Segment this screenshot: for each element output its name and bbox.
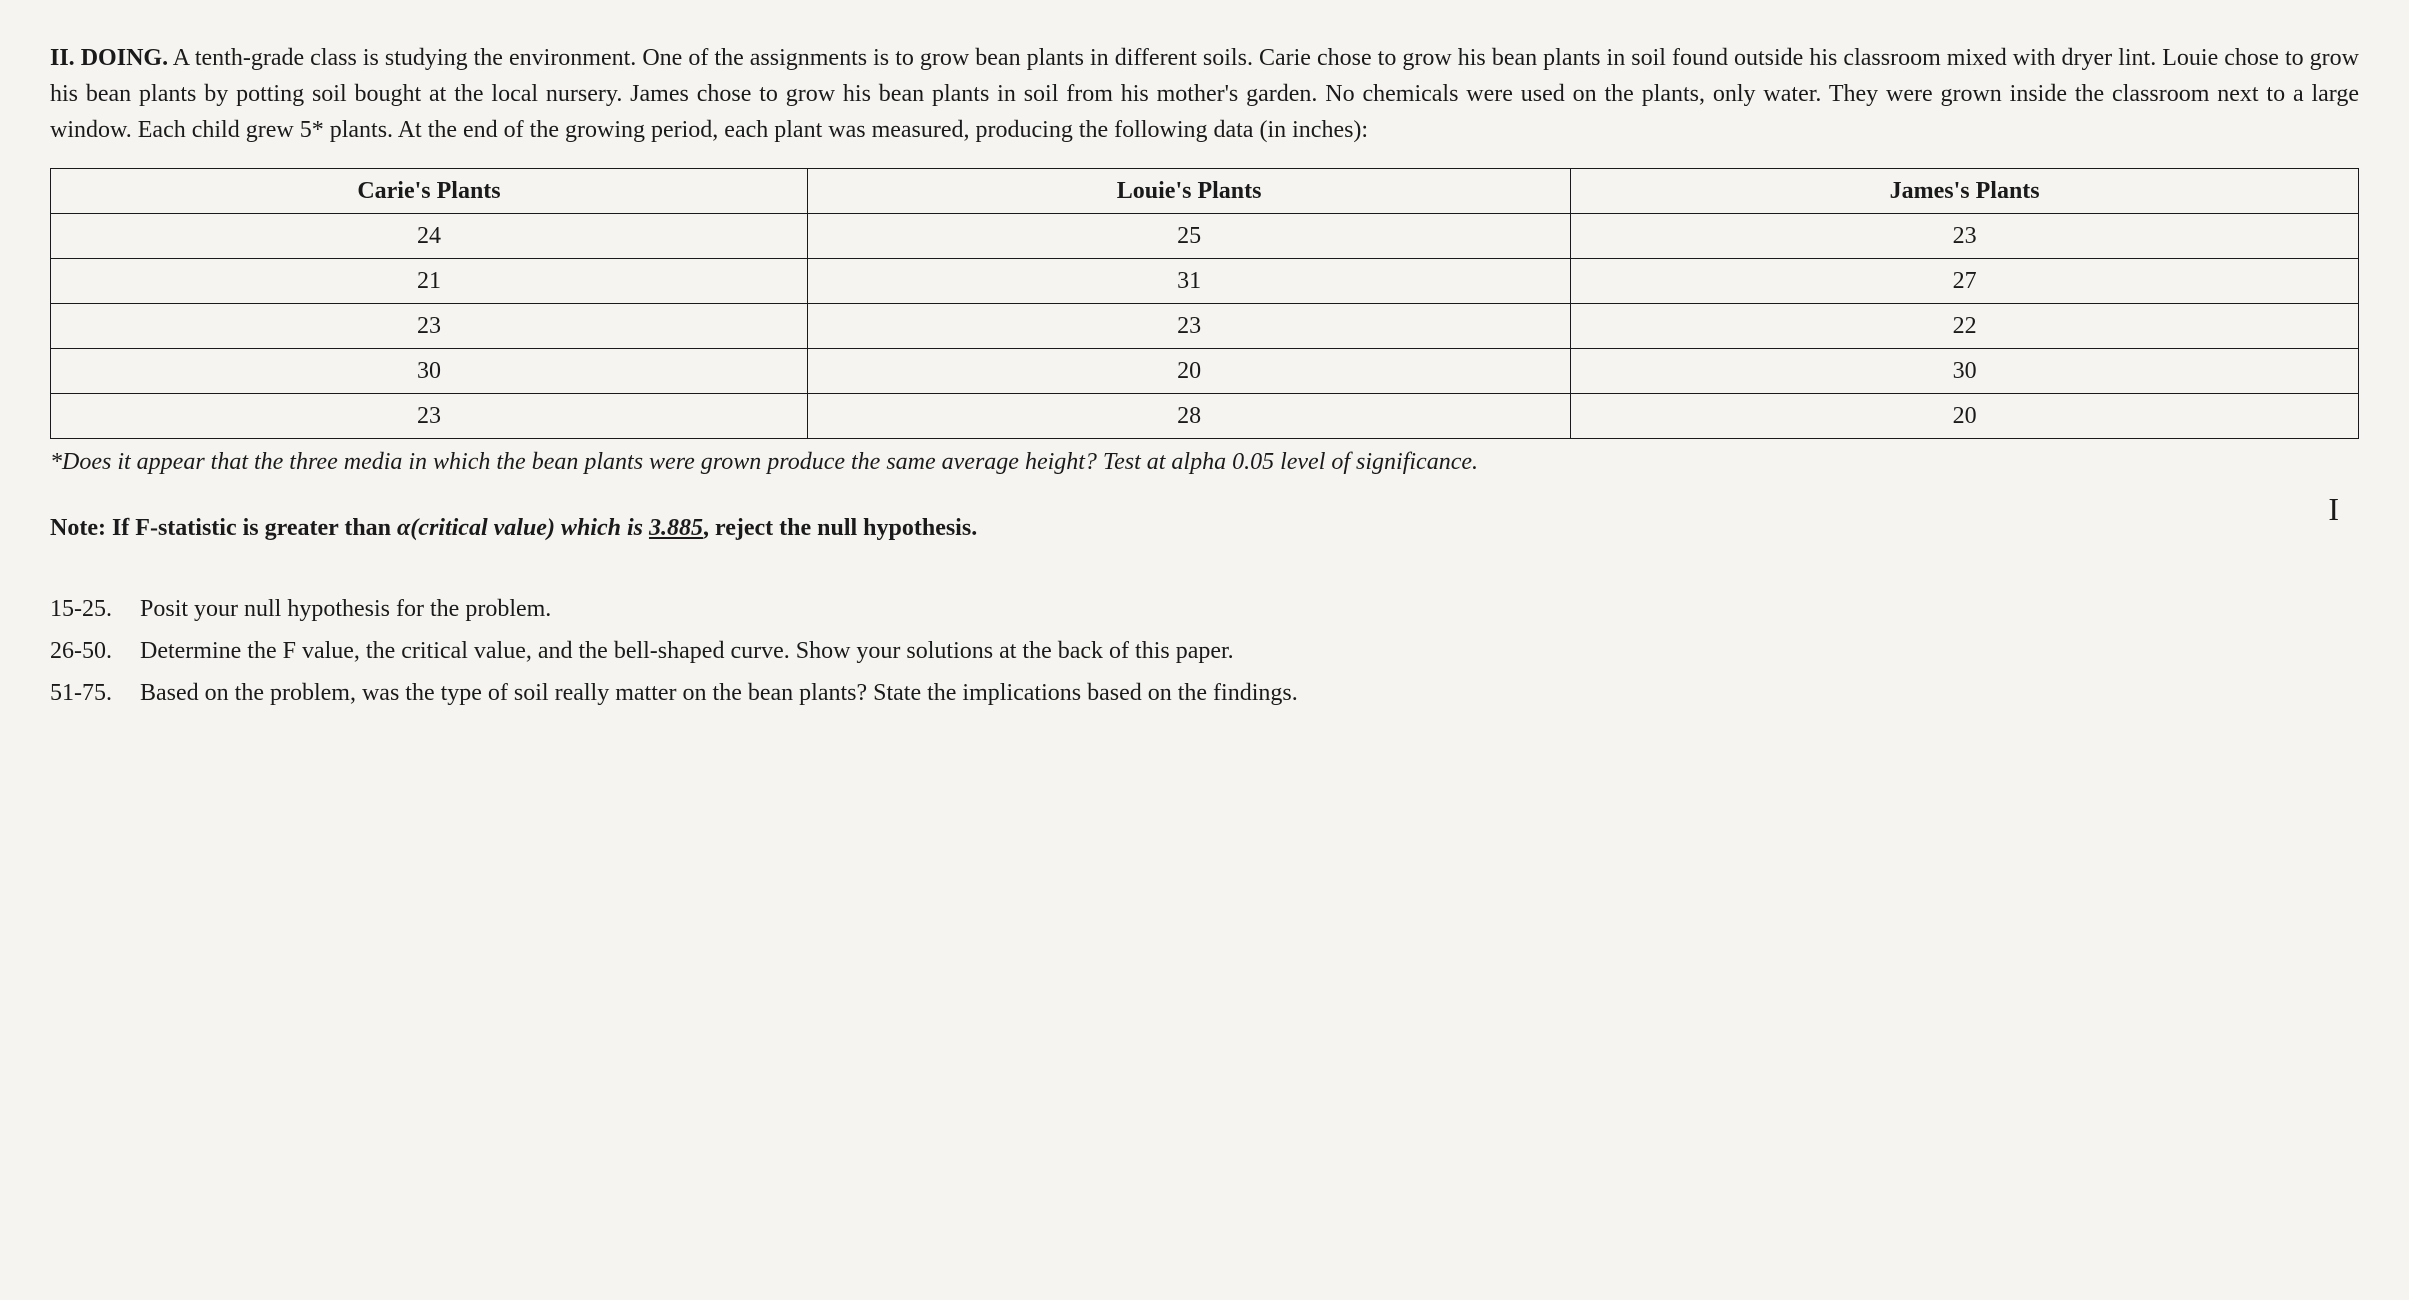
cell: 30 bbox=[1571, 349, 2359, 394]
task-number: 15-25. bbox=[50, 591, 140, 627]
cell: 30 bbox=[51, 349, 808, 394]
note-italic: α(critical value) which is bbox=[397, 515, 649, 541]
data-table: Carie's Plants Louie's Plants James's Pl… bbox=[50, 168, 2359, 439]
col-header-carie: Carie's Plants bbox=[51, 169, 808, 214]
note-row: Note: If F-statistic is greater than α(c… bbox=[50, 495, 2359, 571]
cell: 21 bbox=[51, 259, 808, 304]
cell: 20 bbox=[1571, 394, 2359, 439]
task-number: 26-50. bbox=[50, 633, 140, 669]
critical-value: 3.885 bbox=[649, 515, 703, 541]
table-row: 24 25 23 bbox=[51, 214, 2359, 259]
cell: 20 bbox=[807, 349, 1570, 394]
cell: 27 bbox=[1571, 259, 2359, 304]
table-row: 23 28 20 bbox=[51, 394, 2359, 439]
cell: 23 bbox=[1571, 214, 2359, 259]
section-heading: II. DOING. bbox=[50, 45, 168, 71]
cell: 23 bbox=[51, 304, 808, 349]
question-text: *Does it appear that the three media in … bbox=[50, 444, 2359, 480]
task-item: 15-25. Posit your null hypothesis for th… bbox=[50, 591, 2359, 627]
roman-numeral-marker: I bbox=[2328, 485, 2339, 533]
col-header-james: James's Plants bbox=[1571, 169, 2359, 214]
table-row: 23 23 22 bbox=[51, 304, 2359, 349]
cell: 25 bbox=[807, 214, 1570, 259]
task-item: 51-75. Based on the problem, was the typ… bbox=[50, 675, 2359, 711]
task-text: Posit your null hypothesis for the probl… bbox=[140, 591, 2359, 627]
cell: 23 bbox=[807, 304, 1570, 349]
note-suffix: , reject the null hypothesis. bbox=[703, 515, 977, 541]
table-row: 30 20 30 bbox=[51, 349, 2359, 394]
cell: 28 bbox=[807, 394, 1570, 439]
cell: 23 bbox=[51, 394, 808, 439]
tasks-list: 15-25. Posit your null hypothesis for th… bbox=[50, 591, 2359, 711]
col-header-louie: Louie's Plants bbox=[807, 169, 1570, 214]
note-prefix: Note: If F-statistic is greater than bbox=[50, 515, 397, 541]
intro-body: A tenth-grade class is studying the envi… bbox=[50, 45, 2359, 143]
cell: 24 bbox=[51, 214, 808, 259]
cell: 22 bbox=[1571, 304, 2359, 349]
table-header-row: Carie's Plants Louie's Plants James's Pl… bbox=[51, 169, 2359, 214]
table-row: 21 31 27 bbox=[51, 259, 2359, 304]
note-line: Note: If F-statistic is greater than α(c… bbox=[50, 510, 977, 546]
task-item: 26-50. Determine the F value, the critic… bbox=[50, 633, 2359, 669]
task-text: Determine the F value, the critical valu… bbox=[140, 633, 2359, 669]
cell: 31 bbox=[807, 259, 1570, 304]
task-text: Based on the problem, was the type of so… bbox=[140, 675, 2359, 711]
task-number: 51-75. bbox=[50, 675, 140, 711]
intro-paragraph: II. DOING. A tenth-grade class is studyi… bbox=[50, 40, 2359, 148]
